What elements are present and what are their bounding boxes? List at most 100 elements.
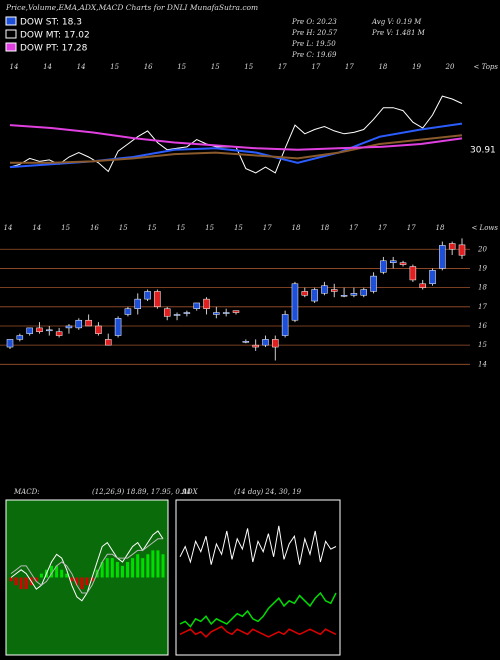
info-text: Pre L: 19.50 [291,40,336,48]
macd-bar [110,558,114,578]
macd-bar [50,565,54,578]
date-label: 15 [110,63,119,71]
macd-bar [161,554,165,578]
legend-label: DOW MT: 17.02 [20,31,90,41]
date-label: 19 [412,63,421,71]
candle-body [134,298,141,309]
date-label: 16 [144,63,153,71]
date-label: 20 [445,63,455,71]
candle-body [409,266,417,281]
macd-bar [100,562,104,578]
candle-body [75,319,83,329]
panel-note: < Tops [473,63,498,71]
line-ema-long [9,124,463,151]
candle-body [311,289,318,302]
date-label: 17 [311,63,320,71]
candle-body [163,308,171,317]
candle-body [262,339,269,346]
date-label: 14 [32,224,41,232]
macd-bar [131,558,135,578]
candle-body [16,335,24,340]
candle-body [213,312,220,315]
candle-body [222,312,230,314]
legend-label: DOW ST: 18.3 [20,18,82,28]
candle-body [46,329,53,332]
macd-bar [156,550,160,578]
candle-body [389,260,397,263]
macd-bar [75,577,79,586]
candle-body [301,291,309,296]
panel-frame [175,499,341,656]
candle-body [380,260,387,273]
candle-body [95,325,102,334]
info-text: Avg V: 0.19 M [371,18,422,26]
candle-body [458,244,466,256]
macd-bar [70,577,74,582]
macd-bar [55,565,59,578]
macd-bar [34,577,38,582]
candle-body [144,291,151,300]
macd-bar [19,577,23,590]
macd-bar [9,577,13,582]
date-label: 15 [176,224,185,232]
info-text: Pre C: 19.69 [291,51,337,59]
date-label: 18 [292,224,301,232]
candle-body [105,339,112,346]
legend-swatch [5,29,17,39]
date-label: 16 [90,224,99,232]
macd-bar [126,562,130,578]
y-tick-label: 20 [477,245,487,253]
date-label: 17 [278,63,287,71]
date-label: 14 [4,224,13,232]
macd-bar [24,577,28,590]
date-label: 15 [148,224,157,232]
legend-swatch [5,16,17,26]
candle-body [291,283,299,321]
date-label: 18 [320,224,329,232]
line-adx [179,525,337,565]
annotation: 30.91 [470,146,496,156]
line-ema-medium [10,134,463,164]
candle-body [429,270,436,285]
y-tick-label: 18 [478,284,487,292]
y-tick-label: 17 [478,303,487,311]
macd-bar [115,562,119,578]
legend-label: DOW PT: 17.28 [20,44,88,54]
date-label: 15 [177,63,186,71]
date-label: 15 [211,63,220,71]
line-di-minus [179,625,337,638]
candle-body [36,327,43,332]
page-title: Price,Volume,EMA,ADX,MACD Charts for DNL… [5,3,258,12]
y-tick-label: 15 [478,341,487,349]
date-label: 17 [349,224,358,232]
date-label: 15 [205,224,214,232]
macd-bar [151,550,155,578]
date-label: 18 [378,63,387,71]
panel-subtitle: (14 day) 24, 30, 19 [234,488,302,496]
candle-body [85,319,92,327]
line-signal [10,538,163,594]
candle-body [242,341,250,343]
candle-body [399,262,407,265]
date-label: 17 [263,224,272,232]
candle-body [439,245,446,269]
date-label: 17 [378,224,387,232]
legend-swatch [5,42,17,52]
macd-bar [146,554,150,578]
date-label: 15 [234,224,243,232]
candle-body [321,285,328,294]
macd-bar [85,577,89,586]
candle-body [114,318,122,336]
candle-body [65,325,73,329]
candle-body [272,339,279,348]
candle-body [419,283,426,288]
candle-body [331,289,338,292]
candle-body [281,314,289,336]
macd-bar [141,558,145,578]
date-label: 15 [244,63,253,71]
macd-bar [80,577,84,590]
panel-title: ADX [181,488,199,496]
date-label: 14 [43,63,52,71]
info-text: Pre V: 1.481 M [371,29,426,37]
candle-body [26,327,33,334]
